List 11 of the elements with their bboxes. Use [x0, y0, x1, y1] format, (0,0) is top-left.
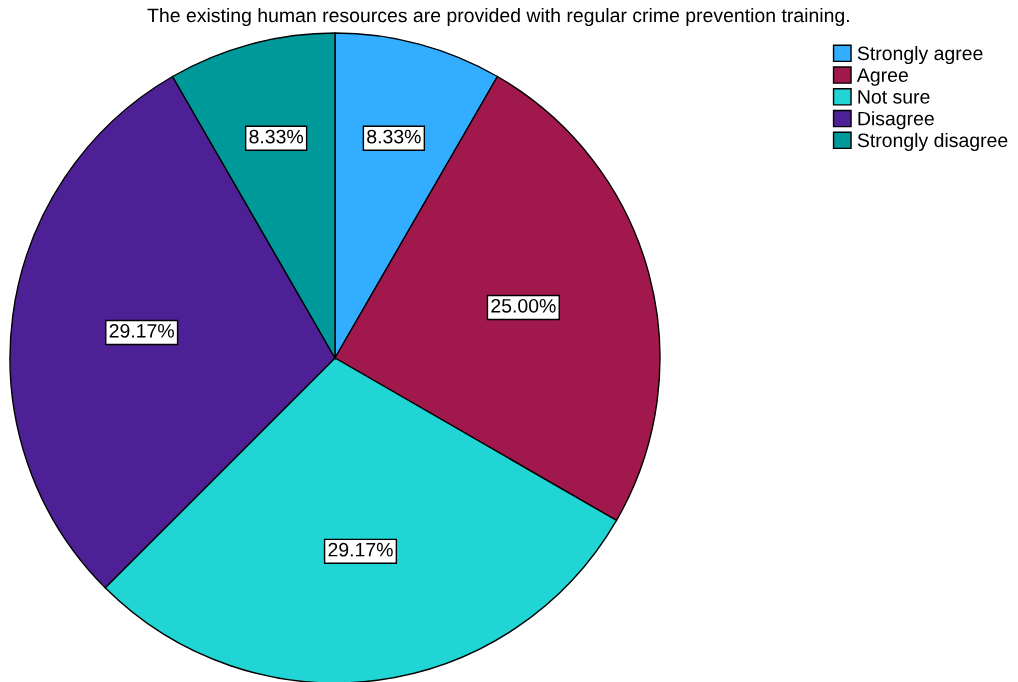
chart-title: The existing human resources are provided with regular crime prevention training. — [147, 7, 849, 27]
data-label: 29.17% — [328, 542, 393, 557]
data-label: 29.17% — [109, 323, 174, 338]
legend-label: Not sure — [858, 90, 930, 104]
data-label: 8.33% — [367, 129, 421, 144]
data-label: 25.00% — [491, 298, 556, 313]
data-label: 8.33% — [249, 129, 304, 144]
legend-label: Strongly agree — [857, 45, 983, 65]
legend-label: Disagree — [858, 111, 934, 130]
legend-label: Agree — [856, 68, 908, 86]
legend-label: Strongly disagree — [857, 132, 1008, 152]
